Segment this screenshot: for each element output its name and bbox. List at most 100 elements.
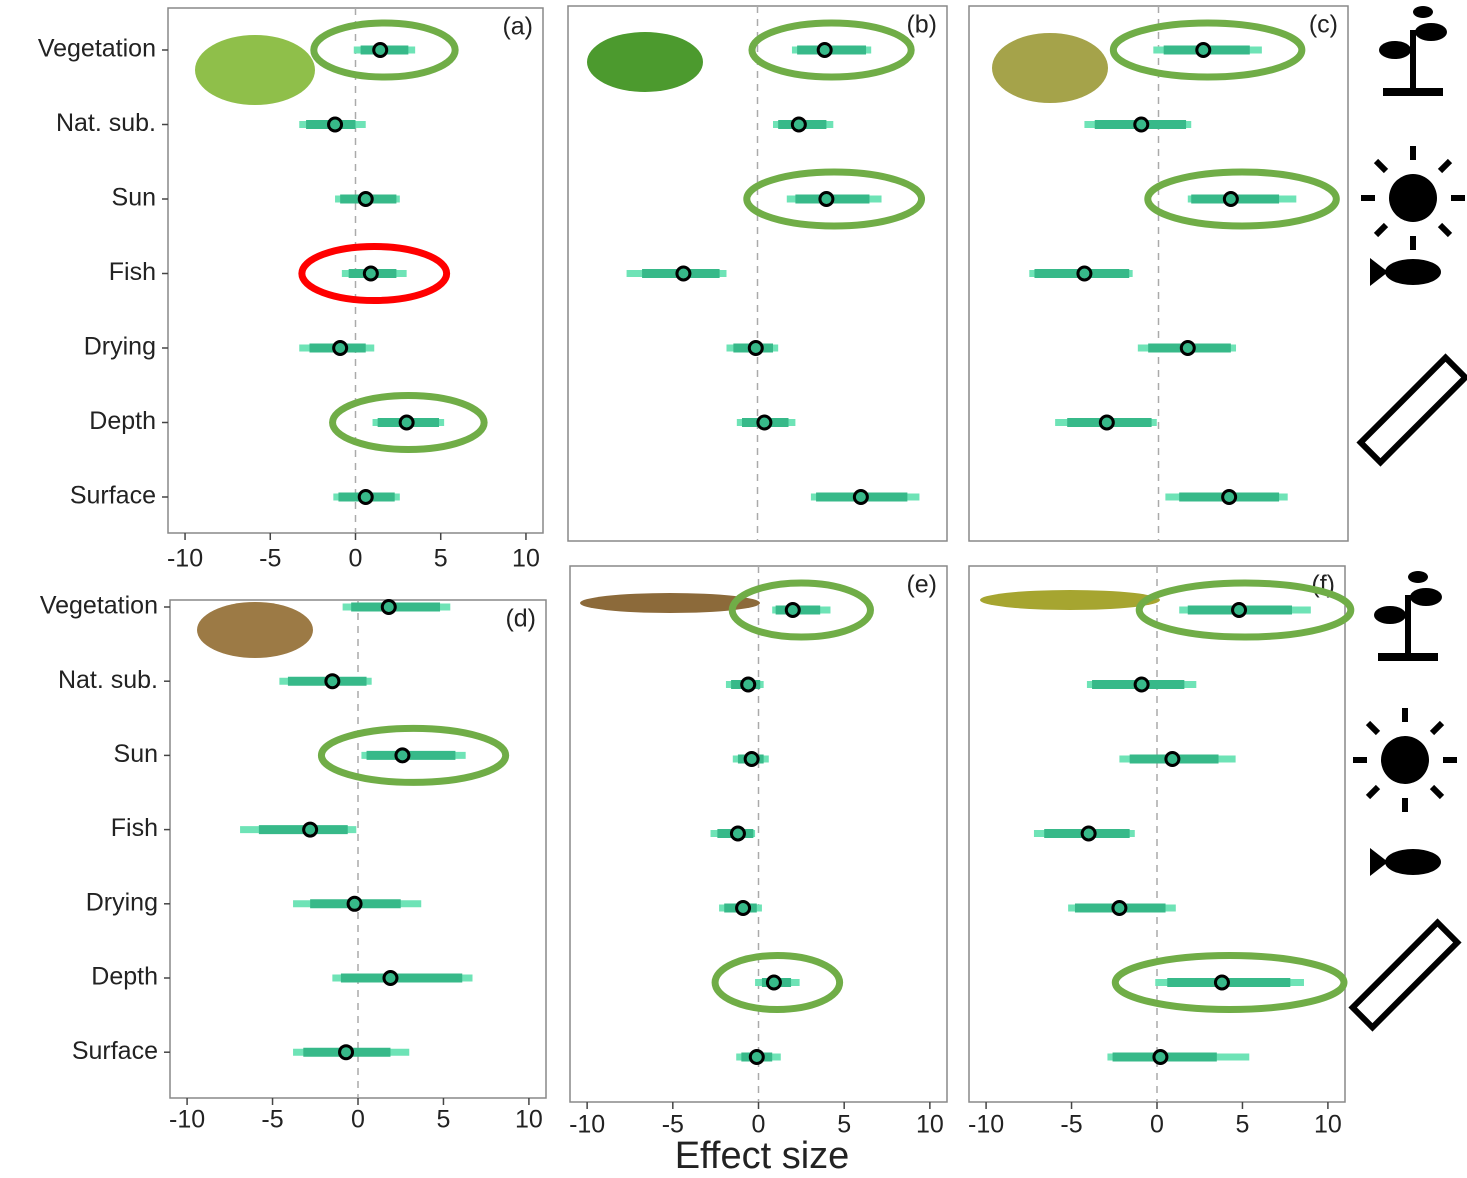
- newt-image: [980, 590, 1160, 610]
- point-estimate: [324, 673, 341, 690]
- sun-icon: [1361, 146, 1465, 250]
- point-estimate: [1179, 340, 1196, 356]
- point-estimate: [1221, 489, 1238, 505]
- point-estimate: [1080, 825, 1097, 842]
- category-label: Fish: [109, 258, 156, 286]
- highlight: [743, 168, 926, 230]
- x-tick-label: 5: [434, 545, 448, 573]
- toad-image: [197, 602, 313, 658]
- category-label: Surface: [70, 482, 156, 510]
- point-estimate: [852, 489, 869, 505]
- point-estimate: [1231, 602, 1248, 618]
- x-tick-label: 10: [515, 1106, 543, 1134]
- highlight: [728, 579, 874, 641]
- panel: (a) -10 -5 0 5 10 Vegetation Nat. sub. Sun Fish Dr…: [38, 7, 544, 573]
- panel-label: (c): [1309, 11, 1338, 39]
- point-estimate: [346, 895, 363, 912]
- animal-images: [195, 32, 1160, 658]
- highlight: [1135, 579, 1355, 641]
- category-label: Sun: [112, 184, 156, 212]
- frog-image: [195, 35, 315, 105]
- point-estimate: [740, 676, 757, 693]
- x-tick-label: 0: [351, 1106, 365, 1134]
- x-tick-label: 5: [837, 1111, 851, 1139]
- category-label: Depth: [91, 963, 158, 991]
- category-label: Vegetation: [40, 592, 158, 620]
- highlight: [748, 19, 915, 81]
- category-label: Nat. sub.: [58, 666, 158, 694]
- point-estimate: [1111, 900, 1128, 916]
- category-label: Drying: [86, 888, 158, 916]
- x-tick-label: 0: [1150, 1111, 1164, 1139]
- point-estimate: [302, 821, 319, 838]
- panel: (b): [567, 5, 948, 542]
- point-estimate: [1133, 676, 1150, 693]
- x-tick-label: 0: [752, 1111, 766, 1139]
- point-estimate: [398, 414, 415, 431]
- treefrog-image: [587, 32, 703, 92]
- x-axis-label: Effect size: [675, 1135, 850, 1177]
- point-estimate: [372, 42, 389, 58]
- category-label: Depth: [89, 407, 156, 435]
- category-label: Sun: [114, 740, 158, 768]
- point-estimate: [1133, 116, 1150, 133]
- panel: (e) -10 -5 0 5 10: [569, 565, 948, 1139]
- panel: (f)-10 -5 0 5 10: [968, 565, 1355, 1139]
- panel: (c): [968, 5, 1349, 542]
- category-label: Drying: [84, 333, 156, 361]
- point-estimate: [382, 970, 399, 986]
- panel: (d) -10 -5 0 5 10 Vegetation Nat. sub. Sun Fish Dr…: [40, 592, 547, 1134]
- point-estimate: [1152, 1049, 1169, 1065]
- icons: [1348, 6, 1467, 1032]
- point-estimate: [338, 1044, 355, 1061]
- x-tick-label: 10: [512, 545, 540, 573]
- point-estimate: [357, 489, 374, 505]
- highlight: [317, 724, 510, 786]
- plant-icon: [1374, 571, 1442, 661]
- panel-label: (e): [906, 571, 937, 599]
- point-estimate: [790, 116, 807, 133]
- point-estimate: [818, 191, 835, 207]
- x-tick-label: -10: [169, 1106, 205, 1134]
- sun-icon: [1353, 708, 1457, 812]
- x-tick-label: 10: [916, 1111, 944, 1139]
- point-estimate: [1222, 191, 1239, 207]
- plant-icon: [1379, 6, 1447, 96]
- toad-image: [992, 33, 1108, 103]
- x-tick-label: 0: [349, 545, 363, 573]
- panel-label: (b): [906, 11, 937, 39]
- ruler-icon: [1348, 918, 1462, 1032]
- x-tick-label: 5: [1236, 1111, 1250, 1139]
- category-label: Nat. sub.: [56, 109, 156, 137]
- point-estimate: [748, 1049, 765, 1065]
- point-estimate: [729, 825, 746, 842]
- fish-icon: [1370, 258, 1441, 286]
- x-tick-label: 5: [437, 1106, 451, 1134]
- panel-label: (d): [505, 605, 536, 633]
- point-estimate: [765, 974, 782, 991]
- point-estimate: [332, 340, 349, 356]
- point-estimate: [362, 265, 379, 282]
- highlight: [329, 392, 488, 453]
- point-estimate: [357, 191, 374, 207]
- x-tick-label: -10: [167, 545, 203, 573]
- x-tick-label: -10: [569, 1111, 605, 1139]
- x-tick-label: -5: [261, 1106, 283, 1134]
- point-estimate: [1195, 42, 1212, 58]
- category-label: Surface: [72, 1037, 158, 1065]
- point-estimate: [380, 599, 397, 615]
- point-estimate: [394, 747, 411, 764]
- point-estimate: [675, 265, 692, 282]
- point-estimate: [784, 602, 801, 618]
- fish-icon: [1370, 848, 1441, 876]
- point-estimate: [1164, 751, 1181, 767]
- highlight: [1109, 19, 1306, 81]
- x-tick-label: -10: [968, 1111, 1004, 1139]
- point-estimate: [327, 116, 344, 133]
- highlight: [1144, 168, 1340, 230]
- x-tick-label: 10: [1314, 1111, 1342, 1139]
- category-label: Fish: [111, 814, 158, 842]
- highlight: [298, 243, 451, 304]
- point-estimate: [747, 340, 764, 356]
